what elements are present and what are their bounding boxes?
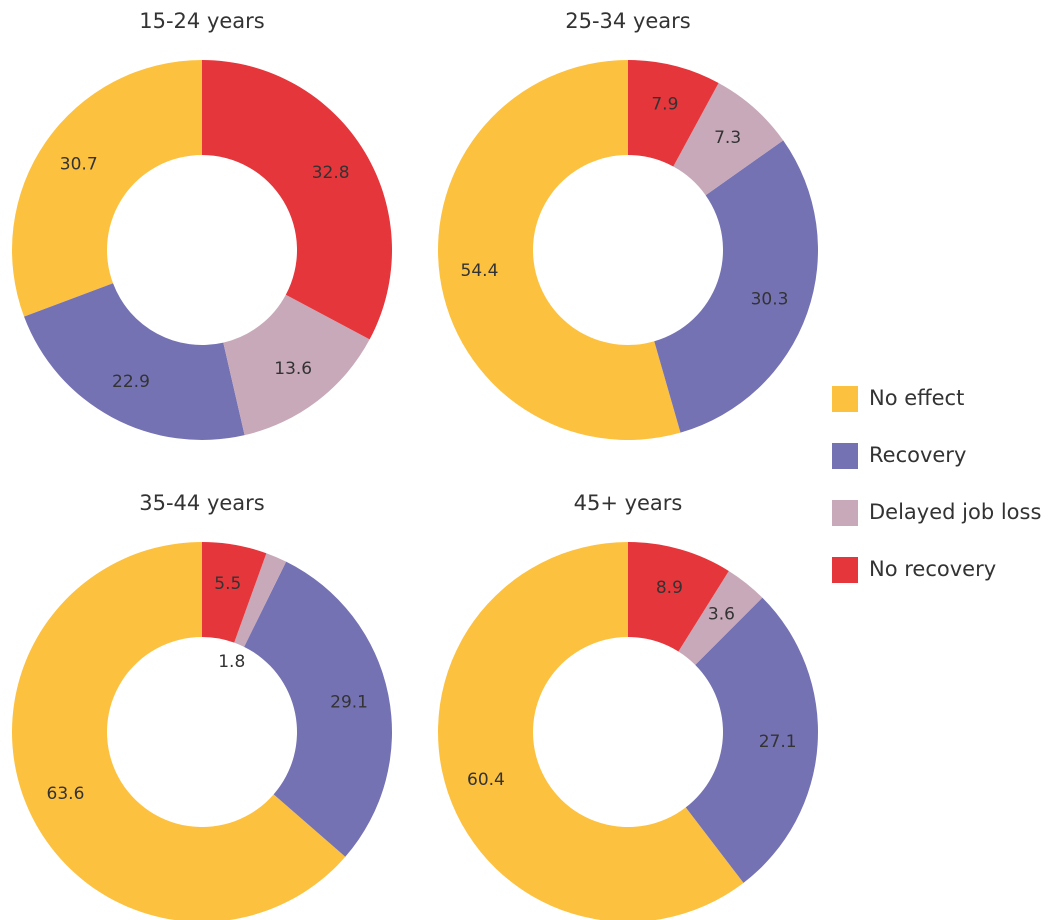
- chart-title: 45+ years: [574, 491, 683, 515]
- chart-title: 25-34 years: [565, 9, 691, 33]
- data-label: 7.9: [651, 95, 678, 115]
- data-label: 30.7: [60, 155, 98, 175]
- donut-slice: [685, 597, 818, 883]
- legend-swatch: [832, 443, 858, 469]
- donut-slice: [223, 294, 370, 436]
- data-label: 3.6: [708, 605, 735, 625]
- legend-swatch: [832, 557, 858, 583]
- data-label: 22.9: [112, 372, 150, 392]
- donut-slice: [12, 542, 346, 920]
- donut-slice: [202, 542, 267, 643]
- donut-slice: [438, 60, 681, 440]
- donut-slice: [12, 60, 203, 317]
- legend-label: Delayed job loss: [869, 500, 1041, 524]
- data-label: 29.1: [330, 693, 368, 713]
- data-label: 5.5: [214, 574, 241, 594]
- legend-label: No effect: [869, 386, 964, 410]
- donut-slice: [678, 570, 763, 665]
- legend-label: Recovery: [869, 443, 966, 467]
- donut-slice: [244, 561, 393, 857]
- donut-slice: [628, 60, 719, 167]
- donut-slice: [628, 542, 729, 652]
- donut-slice: [673, 82, 784, 196]
- chart-title: 15-24 years: [139, 9, 265, 33]
- data-label: 1.8: [218, 652, 245, 672]
- donut-slice: [654, 140, 818, 433]
- donut-slice: [24, 283, 245, 440]
- legend-swatch: [832, 386, 858, 412]
- data-label: 13.6: [274, 359, 312, 379]
- data-label: 32.8: [312, 163, 350, 183]
- legend-label: No recovery: [869, 557, 996, 581]
- data-label: 30.3: [751, 290, 789, 310]
- data-label: 63.6: [47, 784, 85, 804]
- data-label: 27.1: [759, 732, 797, 752]
- data-label: 54.4: [461, 261, 499, 281]
- data-label: 7.3: [714, 128, 741, 148]
- legend-swatch: [832, 500, 858, 526]
- data-label: 60.4: [467, 770, 505, 790]
- chart-title: 35-44 years: [139, 491, 265, 515]
- donut-slice: [234, 553, 287, 647]
- data-label: 8.9: [656, 578, 683, 598]
- donut-slice: [438, 542, 744, 920]
- donut-slice: [202, 60, 393, 340]
